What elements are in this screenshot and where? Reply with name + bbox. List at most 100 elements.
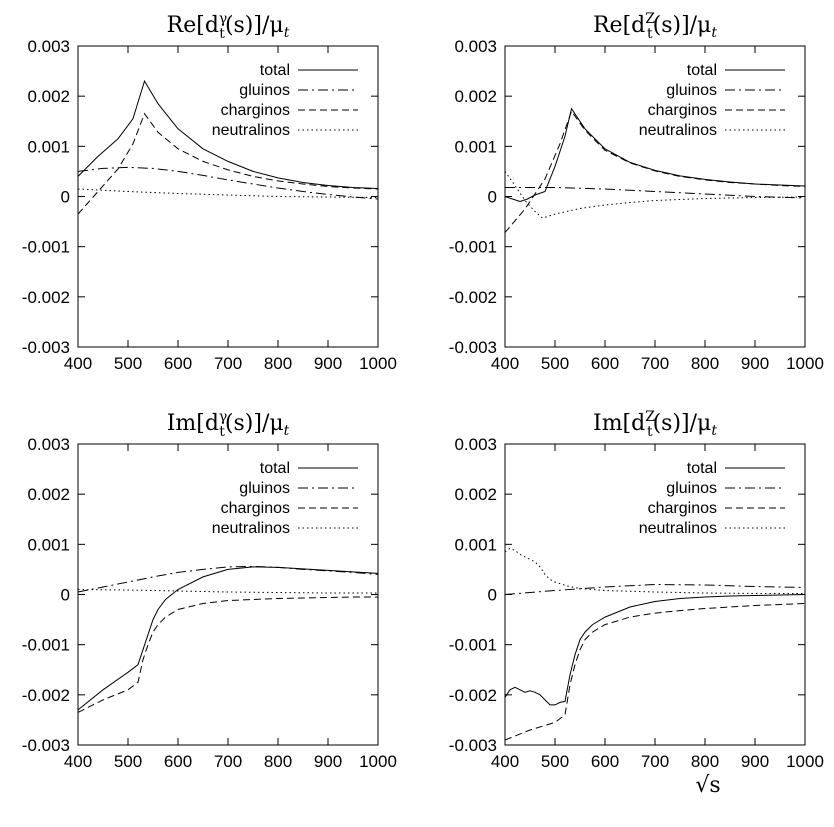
x-tick-label: 600: [164, 354, 192, 373]
series-line-charginos: [77, 112, 379, 215]
x-tick-label: 800: [264, 354, 292, 373]
x-tick-label: 1000: [786, 354, 824, 373]
x-tick-label: 400: [491, 752, 519, 771]
x-tick-label: 400: [64, 354, 92, 373]
series-line-total: [504, 594, 806, 706]
legend-label-gluinos: gluinos: [666, 480, 717, 497]
x-tick-label: 800: [264, 752, 292, 771]
y-tick-label: 0.003: [27, 435, 70, 454]
series-line-neutralinos: [504, 547, 805, 594]
x-tick-label: 1000: [359, 354, 397, 373]
x-tick-label: 600: [591, 752, 619, 771]
series-line-total: [77, 566, 379, 711]
x-tick-label: 1000: [359, 752, 397, 771]
y-tick-label: 0.002: [454, 485, 497, 504]
y-tick-label: 0.003: [454, 435, 497, 454]
y-tick-label: 0.001: [454, 535, 497, 554]
x-tick-label: 500: [541, 354, 569, 373]
y-tick-label: -0.002: [22, 288, 70, 307]
y-tick-label: 0: [488, 188, 497, 207]
y-tick-label: -0.002: [449, 288, 497, 307]
y-tick-label: 0.001: [27, 535, 70, 554]
y-tick-label: -0.001: [449, 636, 497, 655]
series-line-gluinos: [505, 187, 806, 199]
x-tick-label: 600: [591, 354, 619, 373]
x-tick-label: 500: [541, 752, 569, 771]
y-tick-label: -0.003: [449, 338, 497, 357]
legend-label-total: total: [687, 62, 717, 79]
y-tick-label: 0.003: [27, 37, 70, 56]
series-line-total: [77, 79, 379, 189]
y-tick-label: -0.002: [449, 686, 497, 705]
y-tick-label: -0.003: [449, 736, 497, 755]
y-tick-label: 0: [61, 586, 70, 605]
chart-panel-2: Re[dZ t(s)]/μt 0.003 0.002 0.001 0 -0.001 -0.00…: [449, 11, 824, 373]
x-tick-label: 700: [214, 752, 242, 771]
legend-label-charginos: charginos: [648, 500, 717, 517]
chart-panel-3: Im[dγ t(s)]/μt 0.003 0.002 0.001 0 -0.001 -0.00…: [22, 409, 397, 771]
y-tick-label: -0.003: [22, 736, 70, 755]
series-line-neutralinos: [77, 589, 378, 594]
legend: total gluinos charginos neutralinos: [639, 62, 785, 139]
x-tick-label: 900: [741, 354, 769, 373]
x-axis-label: √s: [695, 773, 720, 798]
y-tick-label: 0.002: [27, 485, 70, 504]
legend-label-charginos: charginos: [221, 500, 290, 517]
legend: total gluinos charginos neutralinos: [639, 460, 785, 537]
x-tick-label: 400: [491, 354, 519, 373]
panel-title: Im[dZ t(s)]/μt: [593, 409, 717, 440]
x-tick-label: 400: [64, 752, 92, 771]
x-tick-label: 900: [314, 354, 342, 373]
x-tick-label: 700: [641, 354, 669, 373]
panel-title: Im[dγ t(s)]/μt: [167, 409, 290, 440]
legend: total gluinos charginos neutralinos: [212, 62, 358, 139]
plot-frame: [77, 45, 379, 348]
series-line-charginos: [504, 603, 806, 741]
y-tick-label: 0.001: [454, 137, 497, 156]
x-tick-label: 800: [691, 752, 719, 771]
x-tick-label: 1000: [786, 752, 824, 771]
y-tick-label: -0.001: [449, 238, 497, 257]
panel-title: Re[dγ t(s)]/μt: [167, 11, 290, 42]
x-tick-label: 500: [114, 354, 142, 373]
legend-label-neutralinos: neutralinos: [639, 520, 717, 537]
y-tick-label: 0: [488, 586, 497, 605]
chart-panel-4: Im[dZ t(s)]/μt 0.003 0.002 0.001 0 -0.001 -0.00…: [449, 409, 824, 771]
legend: total gluinos charginos neutralinos: [212, 460, 358, 537]
legend-label-total: total: [260, 62, 290, 79]
panels: Re[dγ t(s)]/μt 0.003 0.002 0.001 0 -0.001 -0.00…: [22, 11, 824, 771]
series-line-charginos: [504, 110, 806, 233]
legend-label-gluinos: gluinos: [239, 480, 290, 497]
x-tick-label: 900: [314, 752, 342, 771]
legend-label-neutralinos: neutralinos: [212, 520, 290, 537]
x-tick-label: 800: [691, 354, 719, 373]
legend-label-neutralinos: neutralinos: [639, 122, 717, 139]
series-line-charginos: [77, 596, 378, 713]
legend-label-total: total: [260, 460, 290, 477]
y-tick-label: -0.001: [22, 238, 70, 257]
plot-frame: [77, 443, 379, 746]
x-tick-label: 500: [114, 752, 142, 771]
legend-label-gluinos: gluinos: [666, 82, 717, 99]
x-tick-label: 700: [641, 752, 669, 771]
x-tick-label: 600: [164, 752, 192, 771]
y-tick-label: 0.002: [27, 87, 70, 106]
series-line-neutralinos: [77, 188, 379, 198]
chart-panel-1: Re[dγ t(s)]/μt 0.003 0.002 0.001 0 -0.001 -0.00…: [22, 11, 397, 373]
panel-title: Re[dZ t(s)]/μt: [593, 11, 717, 42]
y-tick-label: -0.003: [22, 338, 70, 357]
y-tick-label: -0.002: [22, 686, 70, 705]
y-tick-label: 0.003: [454, 37, 497, 56]
legend-label-charginos: charginos: [221, 102, 290, 119]
legend-label-neutralinos: neutralinos: [212, 122, 290, 139]
x-tick-label: 700: [214, 354, 242, 373]
y-tick-label: 0: [61, 188, 70, 207]
legend-label-charginos: charginos: [648, 102, 717, 119]
y-tick-label: 0.001: [27, 137, 70, 156]
y-tick-label: -0.001: [22, 636, 70, 655]
y-tick-label: 0.002: [454, 87, 497, 106]
x-tick-label: 900: [741, 752, 769, 771]
series-line-gluinos: [77, 166, 379, 200]
plot-frame: [504, 443, 806, 746]
